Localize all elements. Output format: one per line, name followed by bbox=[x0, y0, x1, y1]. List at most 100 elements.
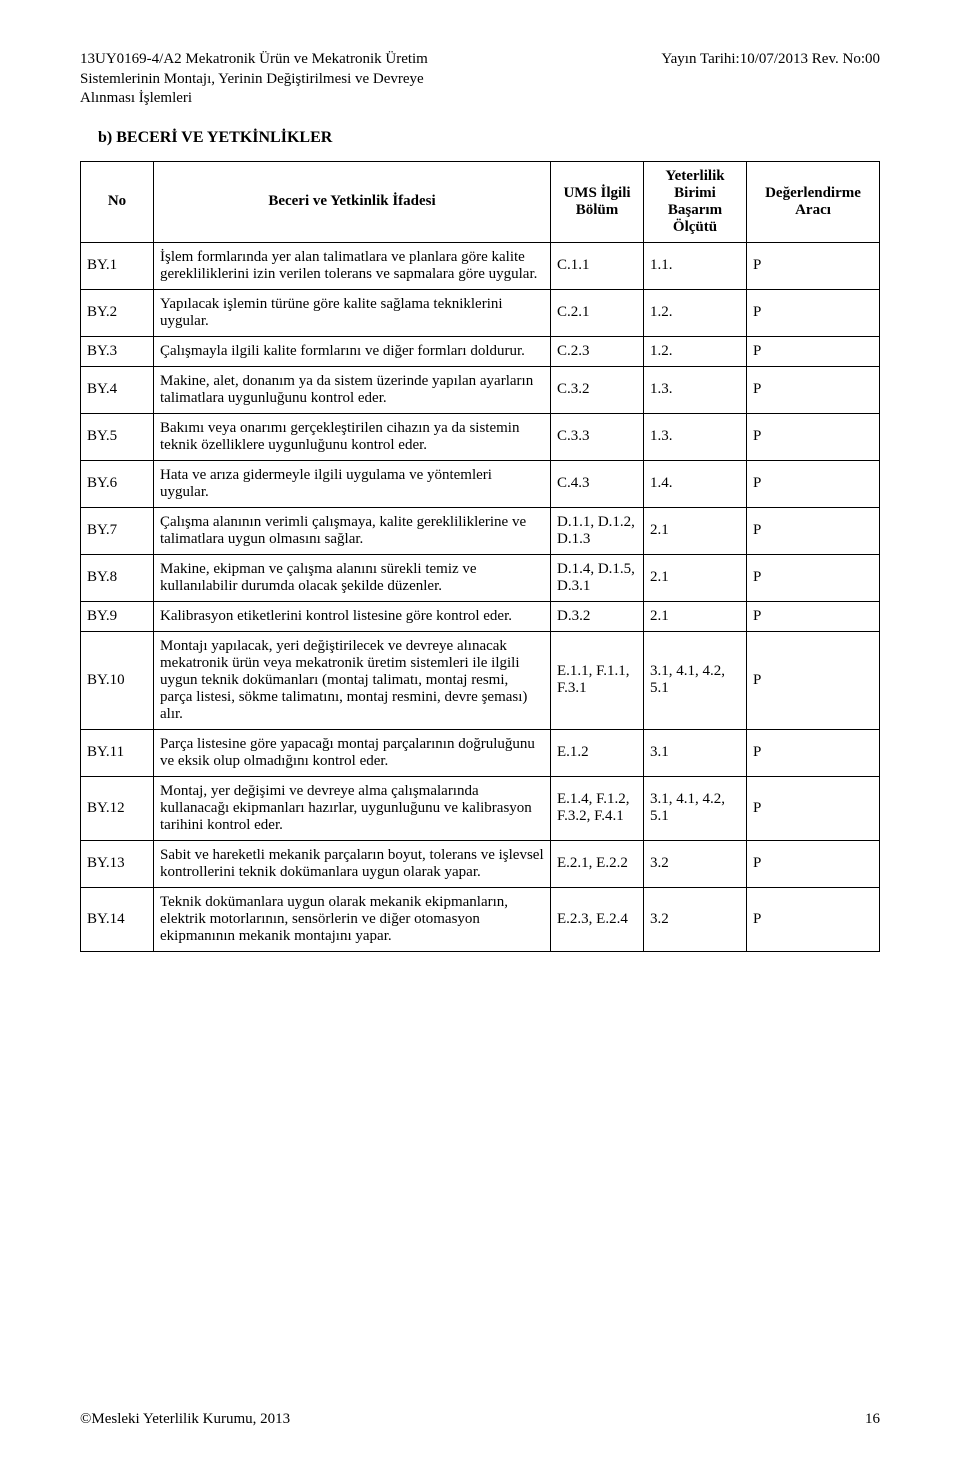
cell-no: BY.12 bbox=[81, 776, 154, 840]
table-row: BY.8 Makine, ekipman ve çalışma alanını … bbox=[81, 554, 880, 601]
cell-desc: Montaj, yer değişimi ve devreye alma çal… bbox=[154, 776, 551, 840]
skills-table: No Beceri ve Yetkinlik İfadesi UMS İlgil… bbox=[80, 161, 880, 952]
cell-crit: 2.1 bbox=[644, 554, 747, 601]
table-row: BY.13 Sabit ve hareketli mekanik parçala… bbox=[81, 840, 880, 887]
cell-crit: 1.3. bbox=[644, 413, 747, 460]
cell-crit: 1.4. bbox=[644, 460, 747, 507]
cell-desc: Makine, alet, donanım ya da sistem üzeri… bbox=[154, 366, 551, 413]
cell-ums: D.1.4, D.1.5, D.3.1 bbox=[551, 554, 644, 601]
cell-desc: Montajı yapılacak, yeri değiştirilecek v… bbox=[154, 631, 551, 729]
cell-tool: P bbox=[747, 601, 880, 631]
cell-ums: C.4.3 bbox=[551, 460, 644, 507]
cell-no: BY.3 bbox=[81, 336, 154, 366]
table-row: BY.5 Bakımı veya onarımı gerçekleştirile… bbox=[81, 413, 880, 460]
page-header: 13UY0169-4/A2 Mekatronik Ürün ve Mekatro… bbox=[80, 50, 880, 109]
cell-tool: P bbox=[747, 242, 880, 289]
header-left-line1: 13UY0169-4/A2 Mekatronik Ürün ve Mekatro… bbox=[80, 50, 428, 70]
section-title: b) BECERİ VE YETKİNLİKLER bbox=[98, 129, 880, 147]
cell-ums: D.3.2 bbox=[551, 601, 644, 631]
cell-ums: C.2.3 bbox=[551, 336, 644, 366]
cell-crit: 2.1 bbox=[644, 601, 747, 631]
cell-tool: P bbox=[747, 554, 880, 601]
table-head: No Beceri ve Yetkinlik İfadesi UMS İlgil… bbox=[81, 161, 880, 242]
cell-crit: 3.1, 4.1, 4.2, 5.1 bbox=[644, 631, 747, 729]
cell-no: BY.8 bbox=[81, 554, 154, 601]
cell-desc: Çalışmayla ilgili kalite formlarını ve d… bbox=[154, 336, 551, 366]
footer-right: 16 bbox=[865, 1411, 880, 1428]
cell-desc: Çalışma alanının verimli çalışmaya, kali… bbox=[154, 507, 551, 554]
page-container: 13UY0169-4/A2 Mekatronik Ürün ve Mekatro… bbox=[0, 0, 960, 1458]
table-row: BY.4 Makine, alet, donanım ya da sistem … bbox=[81, 366, 880, 413]
table-row: BY.6 Hata ve arıza gidermeyle ilgili uyg… bbox=[81, 460, 880, 507]
cell-no: BY.2 bbox=[81, 289, 154, 336]
cell-crit: 1.2. bbox=[644, 336, 747, 366]
cell-tool: P bbox=[747, 729, 880, 776]
cell-desc: Kalibrasyon etiketlerini kontrol listesi… bbox=[154, 601, 551, 631]
cell-tool: P bbox=[747, 413, 880, 460]
cell-crit: 1.2. bbox=[644, 289, 747, 336]
cell-desc: İşlem formlarında yer alan talimatlara v… bbox=[154, 242, 551, 289]
col-header-ums: UMS İlgili Bölüm bbox=[551, 161, 644, 242]
col-header-crit: Yeterlilik Birimi Başarım Ölçütü bbox=[644, 161, 747, 242]
cell-no: BY.6 bbox=[81, 460, 154, 507]
cell-ums: E.2.1, E.2.2 bbox=[551, 840, 644, 887]
cell-desc: Makine, ekipman ve çalışma alanını sürek… bbox=[154, 554, 551, 601]
table-row: BY.2 Yapılacak işlemin türüne göre kalit… bbox=[81, 289, 880, 336]
cell-desc: Bakımı veya onarımı gerçekleştirilen cih… bbox=[154, 413, 551, 460]
header-left-line3: Alınması İşlemleri bbox=[80, 89, 428, 109]
cell-crit: 1.3. bbox=[644, 366, 747, 413]
cell-no: BY.7 bbox=[81, 507, 154, 554]
cell-ums: E.1.1, F.1.1, F.3.1 bbox=[551, 631, 644, 729]
cell-no: BY.5 bbox=[81, 413, 154, 460]
cell-ums: C.3.3 bbox=[551, 413, 644, 460]
cell-ums: D.1.1, D.1.2, D.1.3 bbox=[551, 507, 644, 554]
cell-ums: C.2.1 bbox=[551, 289, 644, 336]
table-header-row: No Beceri ve Yetkinlik İfadesi UMS İlgil… bbox=[81, 161, 880, 242]
table-row: BY.14 Teknik dokümanlara uygun olarak me… bbox=[81, 887, 880, 951]
cell-crit: 3.1, 4.1, 4.2, 5.1 bbox=[644, 776, 747, 840]
header-right: Yayın Tarihi:10/07/2013 Rev. No:00 bbox=[661, 50, 880, 70]
cell-desc: Parça listesine göre yapacağı montaj par… bbox=[154, 729, 551, 776]
table-row: BY.1 İşlem formlarında yer alan talimatl… bbox=[81, 242, 880, 289]
table-row: BY.11 Parça listesine göre yapacağı mont… bbox=[81, 729, 880, 776]
cell-desc: Sabit ve hareketli mekanik parçaların bo… bbox=[154, 840, 551, 887]
cell-crit: 3.1 bbox=[644, 729, 747, 776]
table-row: BY.3 Çalışmayla ilgili kalite formlarını… bbox=[81, 336, 880, 366]
cell-no: BY.14 bbox=[81, 887, 154, 951]
cell-tool: P bbox=[747, 776, 880, 840]
cell-tool: P bbox=[747, 460, 880, 507]
header-left: 13UY0169-4/A2 Mekatronik Ürün ve Mekatro… bbox=[80, 50, 428, 109]
cell-desc: Teknik dokümanlara uygun olarak mekanik … bbox=[154, 887, 551, 951]
cell-tool: P bbox=[747, 289, 880, 336]
cell-tool: P bbox=[747, 507, 880, 554]
cell-ums: C.1.1 bbox=[551, 242, 644, 289]
cell-ums: C.3.2 bbox=[551, 366, 644, 413]
header-left-line2: Sistemlerinin Montajı, Yerinin Değiştiri… bbox=[80, 70, 428, 90]
cell-crit: 2.1 bbox=[644, 507, 747, 554]
cell-no: BY.1 bbox=[81, 242, 154, 289]
table-row: BY.7 Çalışma alanının verimli çalışmaya,… bbox=[81, 507, 880, 554]
cell-crit: 3.2 bbox=[644, 840, 747, 887]
cell-desc: Hata ve arıza gidermeyle ilgili uygulama… bbox=[154, 460, 551, 507]
cell-tool: P bbox=[747, 840, 880, 887]
cell-crit: 3.2 bbox=[644, 887, 747, 951]
cell-tool: P bbox=[747, 631, 880, 729]
col-header-no: No bbox=[81, 161, 154, 242]
cell-tool: P bbox=[747, 336, 880, 366]
table-row: BY.9 Kalibrasyon etiketlerini kontrol li… bbox=[81, 601, 880, 631]
cell-desc: Yapılacak işlemin türüne göre kalite sağ… bbox=[154, 289, 551, 336]
cell-no: BY.11 bbox=[81, 729, 154, 776]
page-footer: ©Mesleki Yeterlilik Kurumu, 2013 16 bbox=[80, 1411, 880, 1428]
cell-tool: P bbox=[747, 887, 880, 951]
footer-left: ©Mesleki Yeterlilik Kurumu, 2013 bbox=[80, 1411, 290, 1428]
cell-ums: E.1.2 bbox=[551, 729, 644, 776]
cell-ums: E.2.3, E.2.4 bbox=[551, 887, 644, 951]
table-row: BY.12 Montaj, yer değişimi ve devreye al… bbox=[81, 776, 880, 840]
cell-no: BY.10 bbox=[81, 631, 154, 729]
table-row: BY.10 Montajı yapılacak, yeri değiştiril… bbox=[81, 631, 880, 729]
col-header-desc: Beceri ve Yetkinlik İfadesi bbox=[154, 161, 551, 242]
cell-crit: 1.1. bbox=[644, 242, 747, 289]
col-header-tool: Değerlendirme Aracı bbox=[747, 161, 880, 242]
cell-no: BY.4 bbox=[81, 366, 154, 413]
cell-no: BY.9 bbox=[81, 601, 154, 631]
